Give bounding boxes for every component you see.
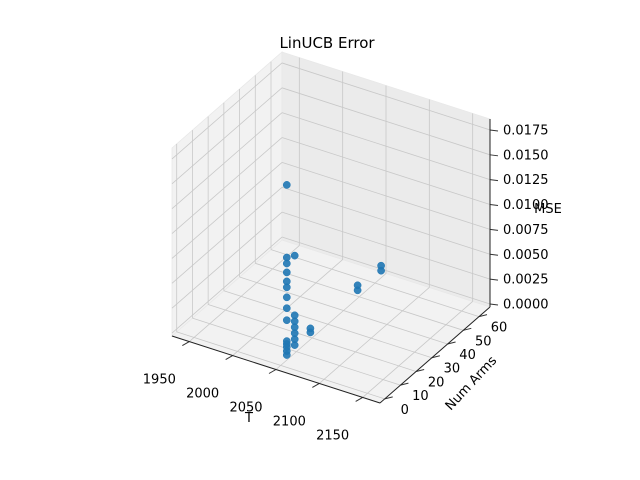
z-grid-line: [281, 211, 491, 280]
z-grid-line: [171, 62, 283, 160]
axes-frame: [171, 119, 499, 404]
x-grid-line: [189, 245, 300, 342]
y-tick-mark: [463, 327, 472, 331]
x-axis-label: T: [244, 411, 253, 426]
y-grid-line: [192, 317, 401, 386]
scatter-points: [282, 181, 385, 359]
scatter-point: [290, 251, 299, 260]
y-tick-mark: [384, 396, 393, 400]
z-grid-line: [281, 162, 491, 230]
x-axis-line: [171, 335, 381, 404]
z-tick-label: 0.0050: [503, 248, 549, 263]
y-grid-line: [176, 331, 385, 400]
scatter-point: [282, 253, 291, 262]
y-tick-label: 10: [412, 389, 429, 404]
z-grid-line: [281, 87, 491, 156]
axes-panes: [171, 51, 491, 404]
z-tick-label: 0.0025: [503, 273, 549, 288]
z-tick-label: 0.0125: [503, 173, 549, 188]
z-tick-label: 0.0100: [503, 198, 549, 213]
z-grid-line: [171, 162, 283, 259]
z-grid-line: [171, 186, 283, 284]
z-grid-line: [171, 112, 283, 209]
z-grid-line: [171, 87, 283, 185]
y-tick-mark: [416, 368, 425, 372]
z-axis-label: MSE: [534, 202, 562, 217]
z-tick-label: 0.0150: [503, 148, 549, 163]
scatter-point: [282, 181, 291, 189]
chart-title: LinUCB Error: [279, 34, 375, 52]
x-tick-label: 2150: [316, 428, 349, 443]
y-grid-line: [223, 290, 432, 359]
scatter-point: [282, 316, 291, 325]
z-tick-mark: [489, 228, 499, 231]
x-tick-mark: [182, 341, 190, 347]
z-tick-mark: [489, 253, 499, 256]
z-grid-line: [281, 62, 491, 131]
z-tick-mark: [489, 303, 499, 306]
y-grid-line: [270, 249, 480, 317]
x-tick-mark: [355, 396, 363, 402]
scatter-point: [306, 324, 315, 333]
z-grid-line: [171, 236, 283, 334]
x-grid-line: [362, 301, 473, 398]
scatter-point: [282, 304, 291, 313]
y-tick-label: 40: [459, 348, 476, 363]
y-tick-label: 30: [444, 362, 461, 377]
y-tick-label: 20: [428, 375, 445, 390]
z-tick-mark: [489, 179, 499, 182]
y-tick-mark: [478, 314, 488, 318]
x-tick-label: 1950: [143, 373, 176, 388]
z-grid-line: [171, 211, 283, 309]
z-grid-line: [281, 112, 491, 181]
y-tick-mark: [431, 355, 440, 359]
z-grid-line: [281, 236, 491, 305]
x-tick-mark: [268, 369, 277, 374]
x-grid-line: [319, 287, 430, 384]
y-tick-mark: [400, 382, 409, 386]
x-tick-mark: [225, 355, 233, 360]
scatter-point: [282, 268, 291, 277]
x-grid-line: [275, 273, 387, 370]
z-tick-mark: [489, 154, 499, 157]
scatter-point: [377, 261, 385, 270]
z-grid-line: [281, 186, 491, 255]
grid-lines: [171, 57, 491, 400]
y-tick-mark: [447, 341, 456, 345]
z-tick-mark: [489, 278, 499, 281]
z-tick-mark: [489, 129, 499, 132]
x-tick-label: 2000: [186, 387, 219, 402]
z-tick-label: 0.0000: [503, 298, 549, 313]
scatter-point: [282, 277, 291, 286]
y-tick-label: 0: [401, 403, 409, 418]
scatter-point: [282, 337, 291, 345]
z-tick-mark: [489, 204, 499, 207]
scatter-point: [353, 281, 362, 290]
z-grid-line: [171, 137, 283, 234]
y-grid-line: [208, 304, 417, 372]
scatter-point: [290, 311, 299, 320]
x-tick-mark: [312, 383, 320, 388]
z-grid-line: [281, 137, 491, 205]
z-tick-label: 0.0075: [503, 223, 549, 238]
y-tick-label: 50: [475, 334, 492, 349]
y-grid-line: [239, 276, 448, 345]
x-tick-label: 2100: [273, 414, 306, 429]
x-tick-label: 2050: [229, 401, 262, 416]
y-axis-line: [379, 306, 491, 404]
y-tick-label: 60: [491, 321, 508, 336]
scatter-point: [282, 293, 291, 302]
z-tick-label: 0.0175: [503, 123, 549, 138]
